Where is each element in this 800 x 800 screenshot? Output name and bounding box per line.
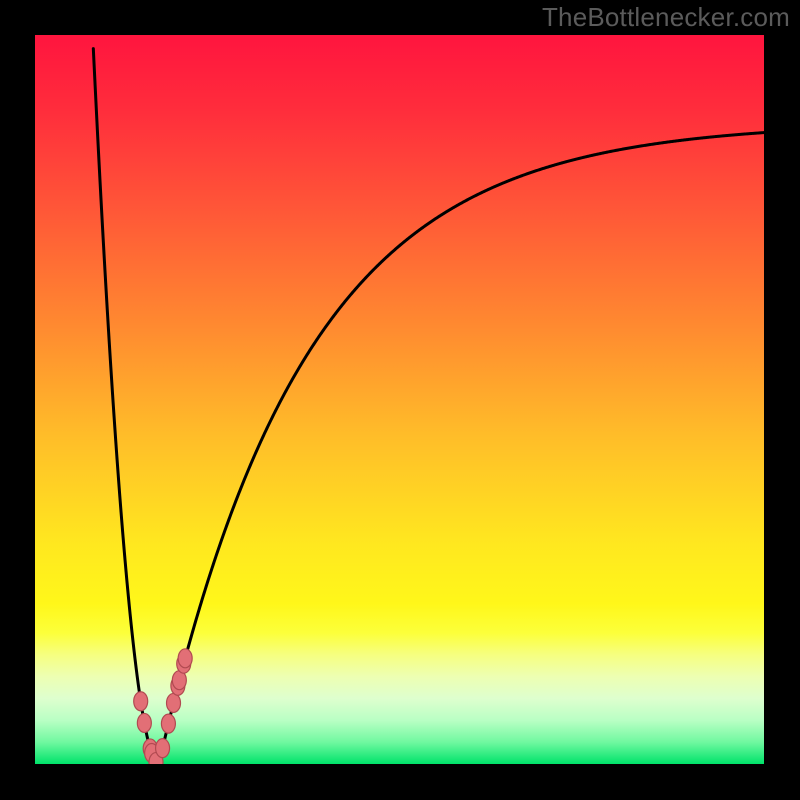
curve-marker — [167, 693, 181, 712]
curve-marker — [161, 714, 175, 733]
curve-marker — [137, 713, 151, 732]
chart-container: TheBottlenecker.com — [0, 0, 800, 800]
curve-marker — [156, 739, 170, 758]
curve-marker — [178, 649, 192, 668]
curve-marker — [134, 692, 148, 711]
bottleneck-chart — [0, 0, 800, 800]
